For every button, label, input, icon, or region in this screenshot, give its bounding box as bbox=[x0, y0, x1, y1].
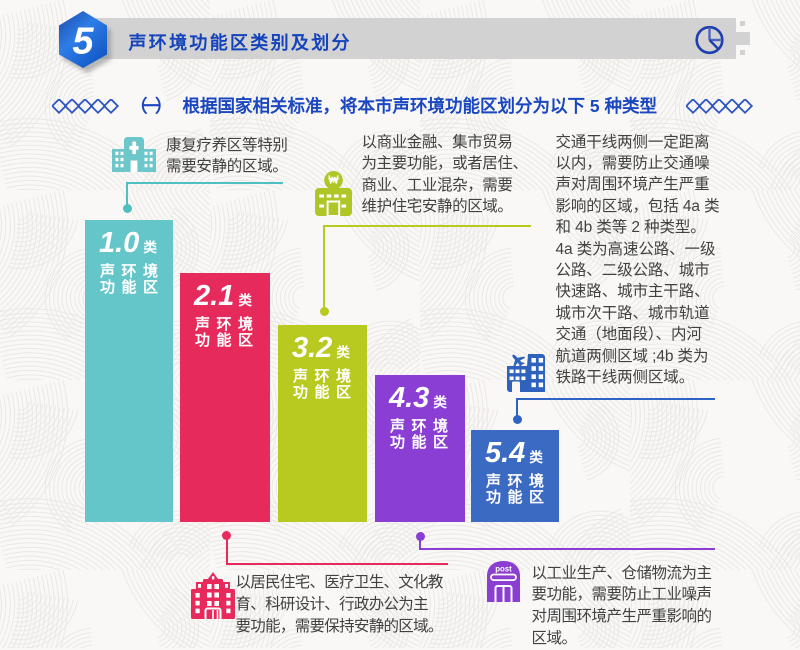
svg-text:post: post bbox=[495, 565, 512, 574]
svg-text:5: 5 bbox=[72, 21, 94, 63]
